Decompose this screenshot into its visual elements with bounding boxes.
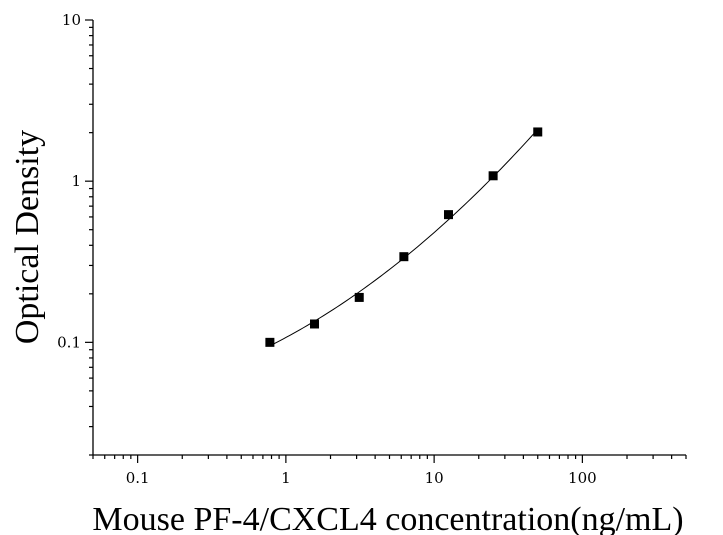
data-point xyxy=(488,171,498,181)
data-points xyxy=(265,127,543,347)
data-point xyxy=(533,127,543,137)
data-point xyxy=(354,292,364,302)
x-tick-label: 1 xyxy=(281,469,291,487)
x-tick-label: 0.1 xyxy=(126,469,150,487)
fit-curve-group xyxy=(269,128,539,347)
x-tick-label: 10 xyxy=(425,469,444,487)
fit-curve xyxy=(269,128,539,347)
data-point xyxy=(265,337,275,347)
x-axis-title: Mouse PF-4/CXCL4 concentration(ng/mL) xyxy=(92,501,683,535)
data-point xyxy=(443,210,453,220)
y-axis-title: Optical Density xyxy=(9,130,46,344)
y-tick-label: 10 xyxy=(62,11,81,29)
axes xyxy=(92,20,686,456)
data-point xyxy=(310,319,320,329)
data-point xyxy=(399,252,409,262)
x-tick-label: 100 xyxy=(568,469,597,487)
ticks: 0.1 1 10 100 0.1 1 10 xyxy=(57,11,687,487)
y-tick-label: 1 xyxy=(71,172,81,190)
y-tick-label: 0.1 xyxy=(57,333,81,351)
